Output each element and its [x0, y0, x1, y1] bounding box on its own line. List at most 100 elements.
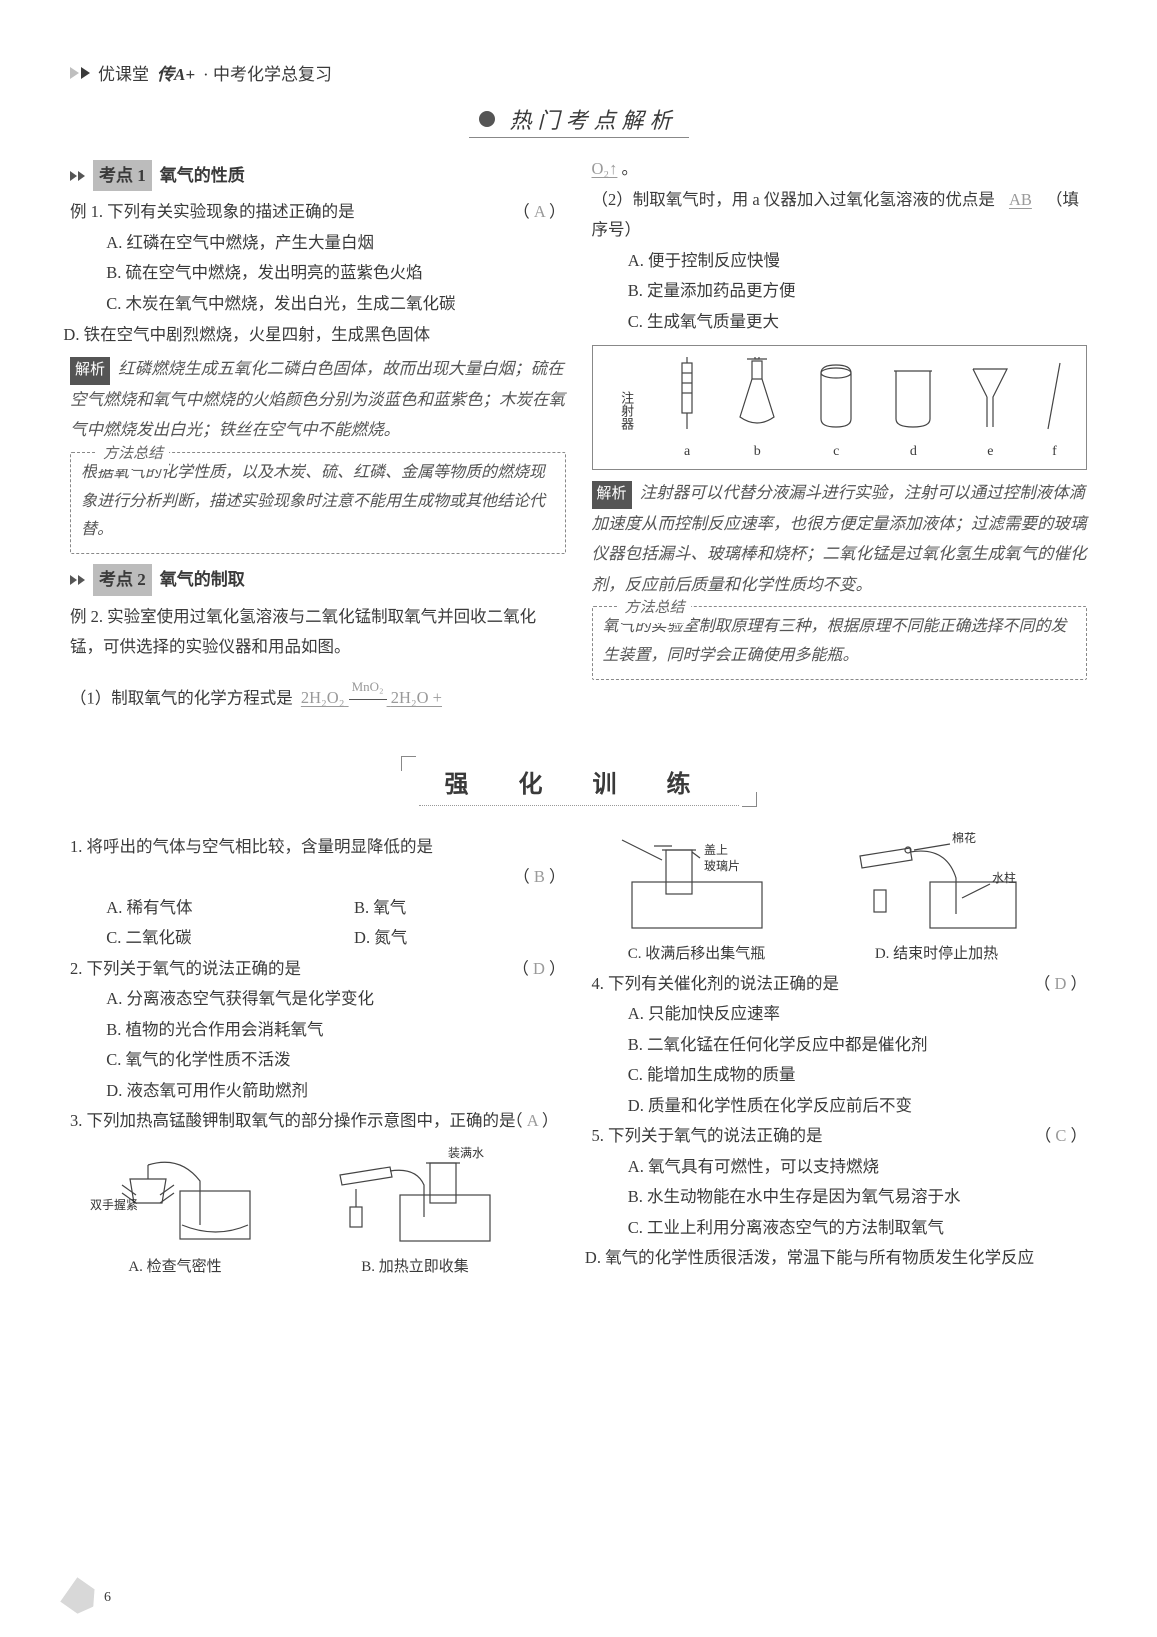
banner-title: 热门考点解析 [509, 103, 677, 135]
method-2-box: 方法总结 氧气的实验室制取原理有三种，根据原理不同能正确选择不同的发生装置，同时… [592, 606, 1088, 680]
q1-stem: 1. 将呼出的气体与空气相比较，含量明显降低的是 [70, 832, 566, 863]
topic-1-bar: 考点 1 氧气的性质 [70, 160, 566, 191]
q3-a-cap: A. 检查气密性 [128, 1254, 221, 1282]
q5-d: D. 氧气的化学性质很活泼，常温下能与所有物质发生化学反应 [592, 1243, 1088, 1274]
practice-title: 强 化 训 练 [445, 772, 713, 798]
ex2-opt-b: B. 定量添加药品更方便 [592, 276, 1088, 307]
analysis-label: 解析 [70, 357, 110, 385]
brand-italic: 传A+ [157, 60, 195, 85]
chevron-icon [70, 171, 85, 181]
q2-b: B. 植物的光合作用会消耗氧气 [70, 1015, 566, 1046]
q3-diagram-a: 双手握紧 A. 检查气密性 [70, 1145, 280, 1282]
q4-a: A. 只能加快反应速率 [592, 999, 1088, 1030]
q3-d-cap: D. 结束时停止加热 [875, 941, 998, 969]
q3-diagrams-cd: 盖上 玻璃片 C. 收满后移出集气瓶 棉花 水柱 [592, 832, 1088, 969]
topic-2-title: 氧气的制取 [160, 564, 245, 595]
q2-stem: 2. 下列关于氧气的说法正确的是 [70, 959, 301, 978]
left-column: 考点 1 氧气的性质 例 1. 下列有关实验现象的描述正确的是 （ A ） A.… [70, 154, 566, 724]
practice-left: 1. 将呼出的气体与空气相比较，含量明显降低的是 （ B ） A. 稀有气体 B… [70, 832, 566, 1282]
analysis-label: 解析 [592, 481, 632, 509]
q3-b-cap: B. 加热立即收集 [361, 1254, 469, 1282]
right-column: O₂↑ 。 （2）制取氧气时，用 a 仪器加入过氧化氢溶液的优点是 AB （填序… [592, 154, 1088, 724]
analysis-1-text: 红磷燃烧生成五氧化二磷白色固体，故而出现大量白烟；硫在空气燃烧和氧气中燃烧的火焰… [70, 359, 565, 439]
ex1-answer: （ A ） [513, 197, 565, 228]
stop-heat-icon: 棉花 水柱 [852, 832, 1022, 937]
analysis-1: 解析 红磷燃烧生成五氧化二磷白色固体，故而出现大量白烟；硫在空气燃烧和氧气中燃烧… [70, 354, 566, 446]
topic-2-num: 考点 2 [93, 564, 152, 595]
ex2-q1: （1）制取氧气的化学方程式是 2H₂O₂ MnO₂ 2H₂O + [70, 675, 566, 724]
dot-icon [479, 111, 495, 127]
q5-a: A. 氧气具有可燃性，可以支持燃烧 [592, 1152, 1088, 1183]
heat-collect-icon: 装满水 [330, 1145, 500, 1250]
syringe-icon [673, 357, 701, 435]
glassware-diagram: 注射器 a b c d e f [592, 345, 1088, 470]
syringe-label: 注射器 [614, 391, 642, 430]
q3-diagram-d: 棉花 水柱 D. 结束时停止加热 [832, 832, 1042, 969]
svg-text:水柱: 水柱 [992, 870, 1016, 885]
ex2-opt-c: C. 生成氧气质量更大 [592, 307, 1088, 338]
ex1-stem: 例 1. 下列有关实验现象的描述正确的是 [70, 202, 355, 221]
remove-bottle-icon: 盖上 玻璃片 [612, 832, 782, 937]
practice-right: 盖上 玻璃片 C. 收满后移出集气瓶 棉花 水柱 [592, 832, 1088, 1282]
ex1-opt-d: D. 铁在空气中剧烈燃烧，火星四射，生成黑色固体 [70, 320, 566, 351]
ex2-q2-ans: AB [999, 190, 1042, 209]
method-1-text: 根据氧气的化学性质，以及木炭、硫、红磷、金属等物质的燃烧现象进行分析判断，描述实… [81, 459, 555, 545]
ex1-opt-a: A. 红磷在空气中燃烧，产生大量白烟 [70, 228, 566, 259]
chevron-icon [70, 575, 85, 585]
brand-prefix: 优课堂 [98, 60, 149, 85]
ex2-q1-tail: O₂↑ 。 [592, 154, 1088, 185]
glass-b: b [732, 357, 782, 465]
ex2-q2: （2）制取氧气时，用 a 仪器加入过氧化氢溶液的优点是 AB （填序号） [592, 185, 1088, 246]
ex2-opt-a: A. 便于控制反应快慢 [592, 246, 1088, 277]
method-2-title: 方法总结 [619, 595, 691, 623]
airtight-icon: 双手握紧 [90, 1145, 260, 1250]
ex2-intro: 例 2. 实验室使用过氧化氢溶液与二氧化锰制取氧气并回收二氧化锰，可供选择的实验… [70, 602, 566, 663]
arrow-icon [70, 67, 90, 79]
page-number-wrap: 6 [66, 1583, 113, 1613]
method-1-title: 方法总结 [97, 441, 169, 469]
ex1-opt-c: C. 木炭在氧气中燃烧，发出白光，生成二氧化碳 [70, 289, 566, 320]
q1-row2: C. 二氧化碳 D. 氮气 [70, 923, 566, 954]
q3-diagrams-ab: 双手握紧 A. 检查气密性 装满水 B. 加热立即收集 [70, 1145, 566, 1282]
q5-b: B. 水生动物能在水中生存是因为氧气易溶于水 [592, 1182, 1088, 1213]
flask-icon [732, 357, 782, 435]
analysis-banner: 热门考点解析 [70, 103, 1087, 138]
svg-text:盖上: 盖上 [704, 843, 728, 857]
analysis-columns: 考点 1 氧气的性质 例 1. 下列有关实验现象的描述正确的是 （ A ） A.… [70, 154, 1087, 724]
glass-f: f [1044, 357, 1064, 465]
q4-stem-row: 4. 下列有关催化剂的说法正确的是 （ D ） [592, 969, 1088, 1000]
practice-columns: 1. 将呼出的气体与空气相比较，含量明显降低的是 （ B ） A. 稀有气体 B… [70, 832, 1087, 1282]
practice-banner: 强 化 训 练 [70, 760, 1087, 806]
analysis-2-text: 注射器可以代替分液漏斗进行实验，注射可以通过控制液体滴加速度从而控制反应速率，也… [592, 483, 1087, 594]
svg-text:玻璃片: 玻璃片 [704, 859, 740, 873]
ex1-stem-row: 例 1. 下列有关实验现象的描述正确的是 （ A ） [70, 197, 566, 228]
q3-diagram-b: 装满水 B. 加热立即收集 [310, 1145, 520, 1282]
q3-diagram-c: 盖上 玻璃片 C. 收满后移出集气瓶 [592, 832, 802, 969]
ex2-q1-label: （1）制取氧气的化学方程式是 [70, 688, 293, 707]
q2-d: D. 液态氧可用作火箭助燃剂 [70, 1076, 566, 1107]
svg-text:双手握紧: 双手握紧 [90, 1197, 138, 1212]
q3-c-cap: C. 收满后移出集气瓶 [628, 941, 766, 969]
analysis-2: 解析 注射器可以代替分液漏斗进行实验，注射可以通过控制液体滴加速度从而控制反应速… [592, 478, 1088, 600]
q2-c: C. 氧气的化学性质不活泼 [70, 1045, 566, 1076]
topic-2-bar: 考点 2 氧气的制取 [70, 564, 566, 595]
glass-a: a [673, 357, 701, 465]
q5-stem-row: 5. 下列关于氧气的说法正确的是 （ C ） [592, 1121, 1088, 1152]
q1-row1: A. 稀有气体 B. 氧气 [70, 893, 566, 924]
brand-suffix: · 中考化学总复习 [203, 60, 332, 85]
q2-stem-row: 2. 下列关于氧气的说法正确的是 （ D ） [70, 954, 566, 985]
q5-stem: 5. 下列关于氧气的说法正确的是 [592, 1126, 823, 1145]
q5-c: C. 工业上利用分离液态空气的方法制取氧气 [592, 1213, 1088, 1244]
topic-1-num: 考点 1 [93, 160, 152, 191]
q4-stem: 4. 下列有关催化剂的说法正确的是 [592, 974, 840, 993]
glass-e: e [967, 357, 1013, 465]
beaker-icon [890, 357, 936, 435]
ex1-opt-b: B. 硫在空气中燃烧，发出明亮的蓝紫色火焰 [70, 258, 566, 289]
cylinder-icon [813, 357, 859, 435]
svg-text:棉花: 棉花 [952, 832, 976, 845]
q3-stem: 3. 下列加热高锰酸钾制取氧气的部分操作示意图中，正确的是 [70, 1111, 516, 1130]
q3-stem-row: 3. 下列加热高锰酸钾制取氧气的部分操作示意图中，正确的是 （ A ） [70, 1106, 566, 1137]
q4-b: B. 二氧化锰在任何化学反应中都是催化剂 [592, 1030, 1088, 1061]
q4-d: D. 质量和化学性质在化学反应前后不变 [592, 1091, 1088, 1122]
q4-c: C. 能增加生成物的质量 [592, 1060, 1088, 1091]
